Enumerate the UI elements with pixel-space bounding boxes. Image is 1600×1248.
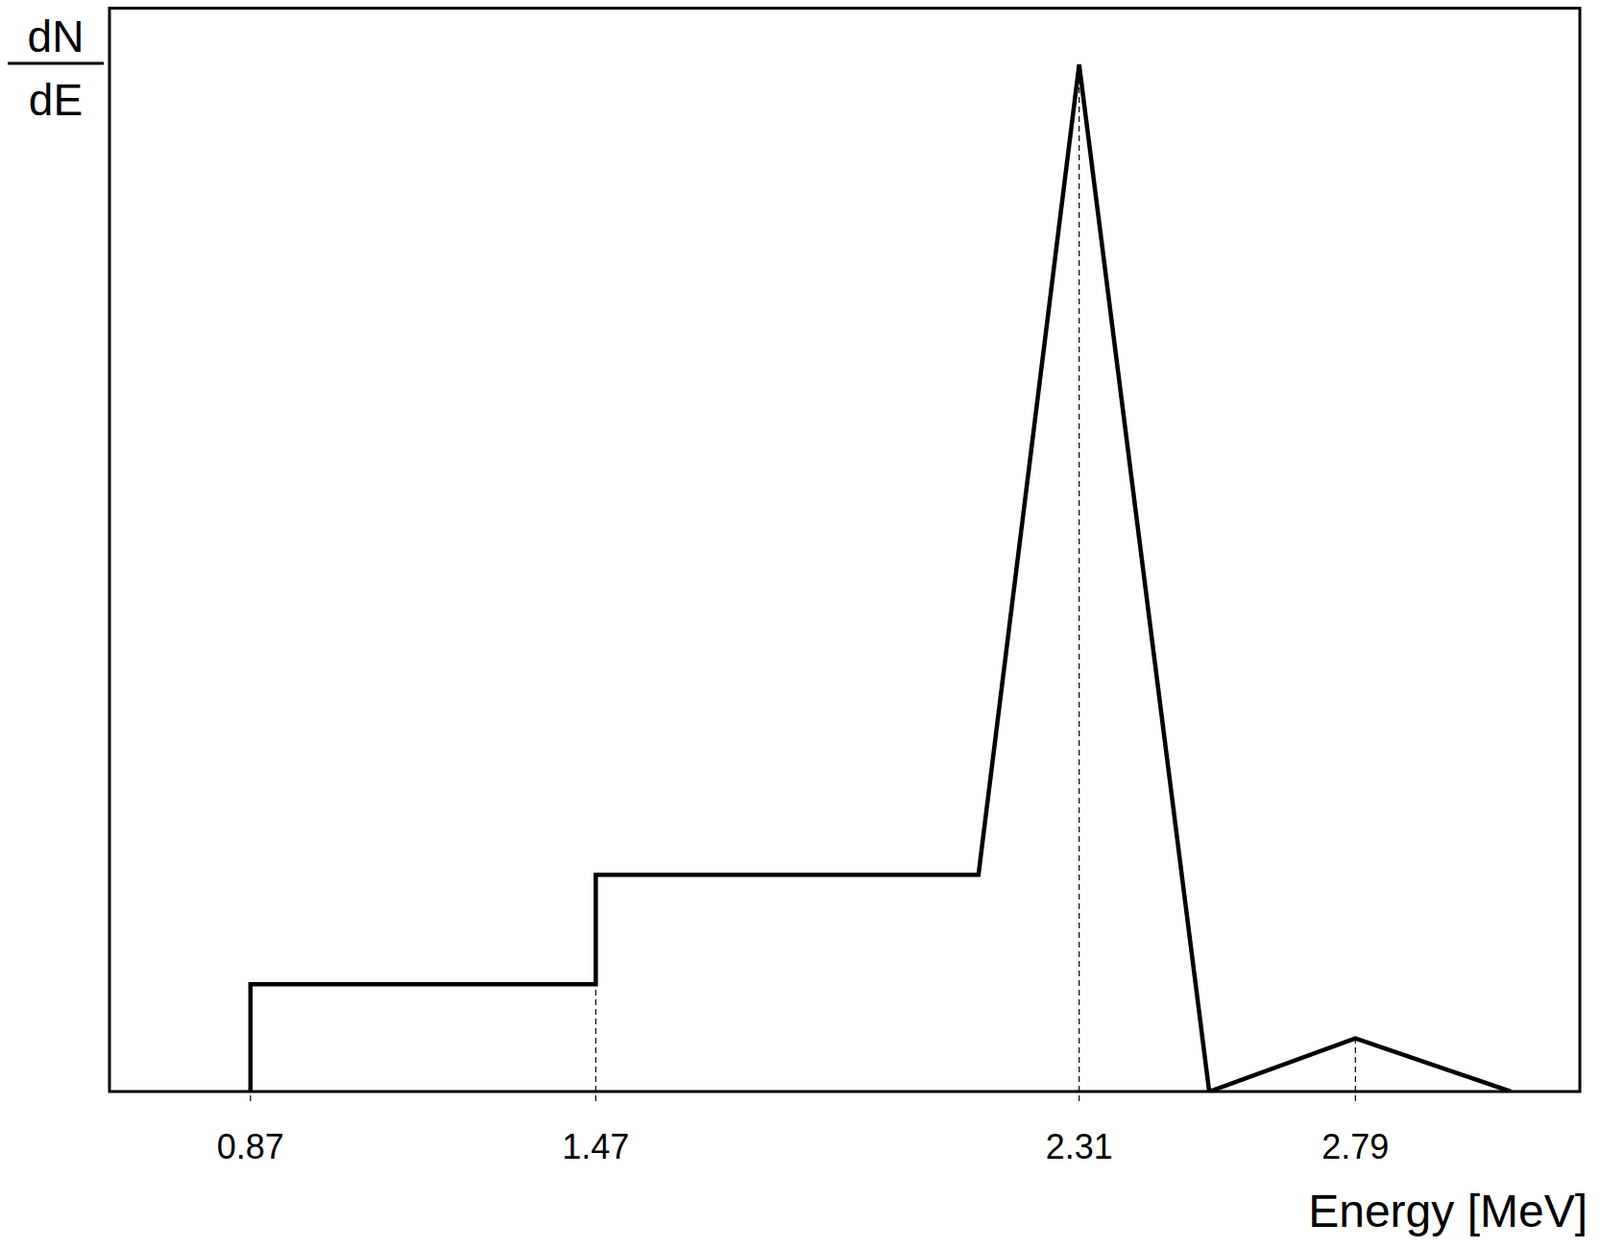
x-tick-label: 0.87 [217,1127,285,1167]
fraction-bar [7,62,104,66]
tick-guide [595,984,597,1102]
chart: 0.87 1.47 2.31 2.79 Energy [MeV] dN dE [0,0,1600,1248]
plot-area [250,64,1511,1092]
x-tick-label: 1.47 [561,1127,630,1167]
x-tick-label: 2.79 [1321,1127,1389,1167]
x-axis-label: Energy [MeV] [1308,1186,1588,1237]
x-tick-label: 2.31 [1045,1127,1114,1167]
y-axis-label-denominator: dE [28,74,83,125]
tick-guide [1078,64,1080,1102]
spectrum-line [250,64,1511,1092]
root: 0.87 1.47 2.31 2.79 Energy [MeV] dN dE [0,0,1600,1248]
y-axis-label-numerator: dN [27,11,85,62]
plot-frame [109,8,1580,1093]
